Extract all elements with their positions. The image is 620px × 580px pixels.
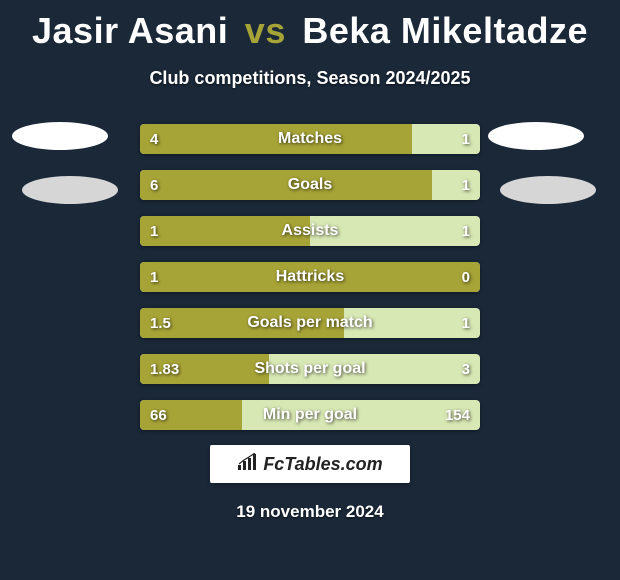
stat-value-right: 1 xyxy=(462,216,470,246)
subtitle: Club competitions, Season 2024/2025 xyxy=(0,68,620,89)
stat-value-left: 66 xyxy=(150,400,167,430)
brand-logo: FcTables.com xyxy=(210,445,410,483)
stat-value-left: 1.5 xyxy=(150,308,171,338)
stat-bar-left xyxy=(140,124,412,154)
stat-value-right: 3 xyxy=(462,354,470,384)
stat-value-left: 1.83 xyxy=(150,354,179,384)
stat-bar-left xyxy=(140,216,310,246)
chart-icon xyxy=(237,453,259,476)
stat-value-right: 1 xyxy=(462,124,470,154)
stat-value-left: 1 xyxy=(150,216,158,246)
player2-badge-bottom xyxy=(500,176,596,204)
stat-row: Min per goal66154 xyxy=(140,400,480,430)
stat-row: Hattricks10 xyxy=(140,262,480,292)
stat-row: Assists11 xyxy=(140,216,480,246)
player1-name: Jasir Asani xyxy=(32,10,228,51)
stat-row: Matches41 xyxy=(140,124,480,154)
stat-value-left: 4 xyxy=(150,124,158,154)
player1-badge-bottom xyxy=(22,176,118,204)
vs-label: vs xyxy=(245,10,286,51)
stat-value-left: 1 xyxy=(150,262,158,292)
stat-value-right: 1 xyxy=(462,170,470,200)
stat-row: Goals61 xyxy=(140,170,480,200)
stat-bar-left xyxy=(140,262,480,292)
player2-name: Beka Mikeltadze xyxy=(302,10,588,51)
footer-date: 19 november 2024 xyxy=(0,502,620,522)
stat-row: Goals per match1.51 xyxy=(140,308,480,338)
stat-value-right: 0 xyxy=(462,262,470,292)
stat-bar-left xyxy=(140,170,432,200)
player2-badge-top xyxy=(488,122,584,150)
stat-value-right: 1 xyxy=(462,308,470,338)
player1-badge-top xyxy=(12,122,108,150)
comparison-bars: Matches41Goals61Assists11Hattricks10Goal… xyxy=(140,124,480,446)
stat-value-right: 154 xyxy=(445,400,470,430)
brand-text: FcTables.com xyxy=(263,454,382,475)
page-title: Jasir Asani vs Beka Mikeltadze xyxy=(0,0,620,52)
stat-value-left: 6 xyxy=(150,170,158,200)
stat-row: Shots per goal1.833 xyxy=(140,354,480,384)
